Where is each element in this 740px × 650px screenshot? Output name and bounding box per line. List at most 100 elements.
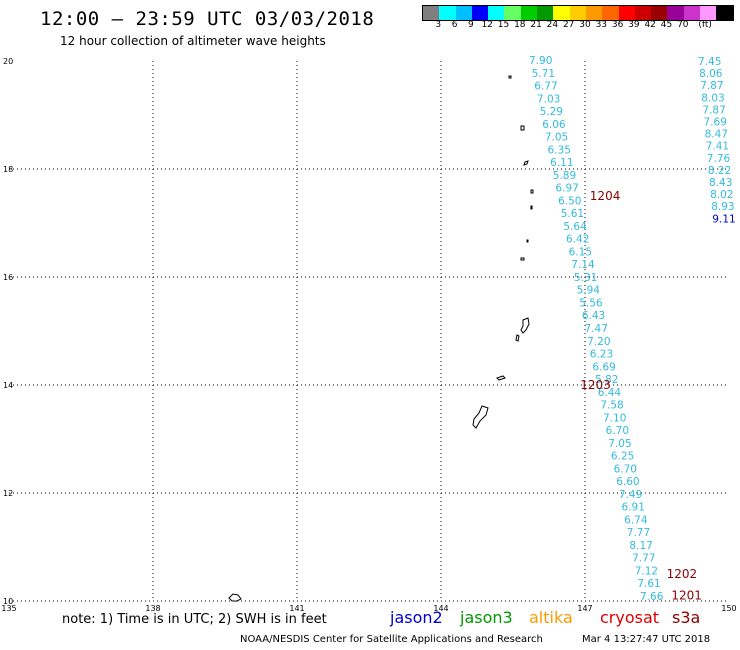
footer-credit: NOAA/NESDIS Center for Satellite Applica…: [240, 634, 543, 645]
legend-altika: altika: [529, 608, 573, 627]
wave-height-value: 7.47: [585, 323, 608, 335]
wave-height-value: 6.15: [569, 246, 592, 258]
wave-height-value: 7.12: [635, 565, 658, 577]
axis-ticks: 135 138 141 144 147 150 20 18 16 14 12 10: [1, 57, 736, 613]
wave-height-value: 6.50: [558, 195, 581, 207]
color-scale-label: 6: [451, 20, 458, 30]
note-text: note: 1) Time is in UTC; 2) SWH is in fe…: [62, 612, 327, 627]
color-scale-cell: [537, 6, 554, 20]
wave-height-value: 7.69: [704, 117, 727, 129]
wave-height-value: 7.20: [587, 336, 610, 348]
color-scale-cell: [471, 6, 489, 20]
y-tick-label: 10: [3, 597, 13, 606]
color-scale-cell: [618, 6, 635, 20]
x-tick-label: 135: [1, 604, 16, 613]
x-tick-label: 141: [289, 604, 304, 613]
wave-height-value: 8.02: [710, 189, 733, 201]
wave-height-value: 7.49: [619, 489, 642, 501]
color-scale-label: 45: [660, 20, 673, 30]
wave-height-value: 5.61: [561, 208, 584, 220]
footer-timestamp: Mar 4 13:27:47 UTC 2018: [582, 634, 711, 645]
y-tick-label: 16: [3, 273, 13, 282]
wave-height-value: 6.25: [611, 451, 634, 463]
wave-height-value: 6.91: [622, 502, 645, 514]
wave-height-value: 7.76: [707, 153, 731, 165]
wave-height-value: 8.22: [708, 165, 731, 177]
color-scale-cell: [439, 6, 456, 20]
wave-height-value: 7.61: [637, 578, 660, 590]
color-scale-cell: [553, 6, 570, 20]
x-tick-label: 138: [145, 604, 160, 613]
tinian-island: [515, 334, 520, 342]
x-tick-label: 147: [577, 604, 592, 613]
agrihan-island: [530, 189, 534, 194]
color-scale-label: 27: [562, 20, 575, 30]
color-scale-cell: [423, 6, 440, 20]
wave-height-value: 5.56: [579, 297, 603, 309]
wave-height-value: 8.47: [705, 129, 728, 141]
wave-height-value: 8.06: [699, 68, 723, 80]
legend-s3a: s3a: [672, 608, 701, 627]
color-scale-cell: [520, 6, 538, 20]
island-outlines: [228, 75, 534, 602]
track-b-values: 7.458.067.878.037.877.698.477.417.768.22…: [698, 56, 736, 225]
wave-height-value: 6.42: [566, 234, 589, 246]
asuncion-island: [523, 160, 529, 166]
color-scale-label: 42: [644, 20, 656, 30]
color-scale-label: 33: [595, 20, 608, 30]
color-scale-label: 12: [481, 20, 493, 30]
farallon-island: [508, 75, 512, 79]
x-tick-label: 150: [721, 604, 736, 613]
wave-height-value: 5.64: [563, 221, 587, 233]
wave-height-value: 6.11: [550, 157, 573, 169]
color-scale-cell: [683, 6, 701, 20]
wave-height-value: 6.97: [555, 183, 578, 195]
pagan-island: [530, 205, 533, 210]
wave-height-value: 6.77: [534, 81, 557, 93]
wave-height-value: 8.03: [701, 92, 724, 104]
wave-height-value: 7.87: [702, 104, 725, 116]
color-scale-label: 18: [514, 20, 526, 30]
wave-height-value: 6.74: [624, 514, 648, 526]
color-scale-label: 3: [435, 20, 442, 30]
color-scale-label: 39: [628, 20, 640, 30]
anatahan-island: [520, 257, 525, 261]
color-scale-cell: [455, 6, 472, 20]
wave-height-value: 7.77: [627, 527, 650, 539]
wave-height-value: 5.82: [595, 374, 618, 386]
south-island: [228, 593, 242, 602]
color-scale-label: 24: [546, 20, 559, 30]
y-tick-label: 12: [3, 489, 13, 498]
wave-height-value: 8.93: [711, 201, 734, 213]
wave-height-value: 8.43: [709, 177, 732, 189]
y-tick-label: 18: [3, 165, 13, 174]
x-tick-label: 144: [433, 604, 448, 613]
color-scale-label: 9: [468, 20, 474, 30]
track-number-label: 1203: [580, 378, 611, 392]
y-tick-label: 14: [3, 381, 13, 390]
rota-island: [496, 375, 506, 381]
color-scale-cell: [716, 6, 733, 20]
color-scale-bar: [422, 5, 734, 21]
color-scale-cell: [667, 6, 684, 20]
color-scale-cell: [585, 6, 603, 20]
color-scale-label: 70: [677, 20, 689, 30]
wave-height-value: 7.90: [529, 55, 552, 67]
wave-height-value: 8.17: [629, 540, 652, 552]
wave-height-value: 6.06: [542, 119, 566, 131]
color-scale-label: 36: [611, 20, 624, 30]
wave-height-value: 7.87: [700, 80, 723, 92]
wave-height-value: 6.70: [606, 425, 629, 437]
wave-height-value: 9.11: [712, 213, 735, 225]
legend-cryosat: cryosat: [600, 608, 660, 627]
wave-height-value: 7.05: [545, 132, 568, 144]
wave-height-value: 6.35: [548, 144, 571, 156]
legend-jason2: jason2: [390, 608, 443, 627]
color-scale-cell: [488, 6, 505, 20]
color-scale-cell: [504, 6, 521, 20]
color-scale-cell: [602, 6, 619, 20]
wave-height-value: 6.44: [598, 387, 622, 399]
color-scale-cell: [569, 6, 586, 20]
wave-height-value: 6.70: [614, 463, 637, 475]
